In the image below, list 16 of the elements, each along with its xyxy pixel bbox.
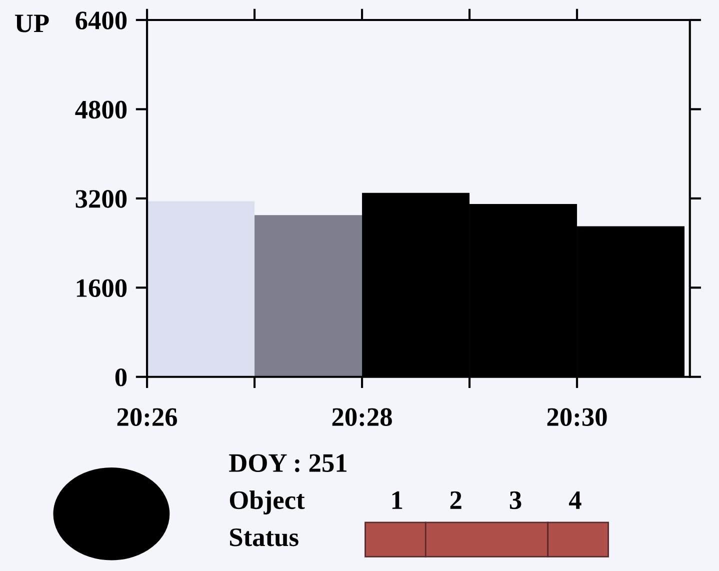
y-tick-label: 1600	[76, 279, 127, 298]
x-tick-label: 20:28	[332, 408, 392, 426]
x-tick-label: 20:26	[117, 408, 178, 426]
text: DOY : 251	[229, 454, 346, 472]
y-axis-title: UP	[15, 14, 49, 32]
text: Status	[230, 528, 298, 546]
y-tick-label: 0	[115, 368, 127, 386]
text: 1	[392, 491, 402, 509]
y-tick-label: 6400	[76, 12, 127, 30]
x-tick-label: 20:30	[547, 408, 607, 426]
text: 4	[568, 491, 582, 509]
y-tick-label: 3200	[76, 190, 127, 208]
text: 2	[450, 491, 462, 509]
text: 3	[510, 491, 522, 510]
text: Object	[230, 490, 305, 514]
y-tick-label: 4800	[75, 100, 127, 119]
